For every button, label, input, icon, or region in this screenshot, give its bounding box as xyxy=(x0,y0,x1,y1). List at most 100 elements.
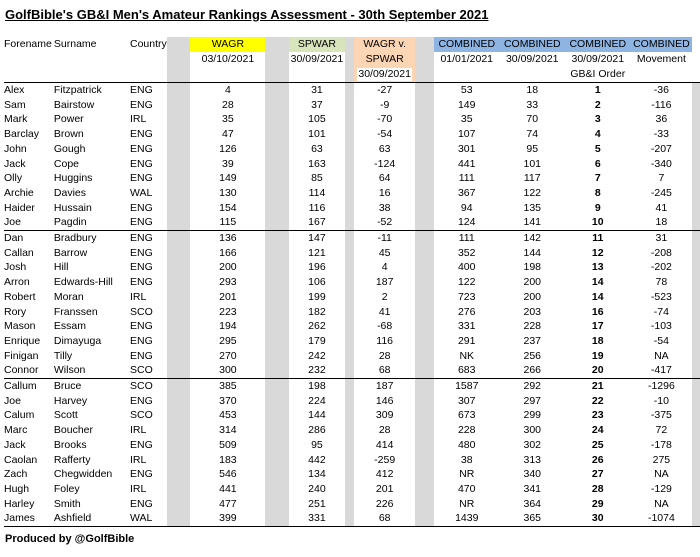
cell-country: ENG xyxy=(129,201,153,214)
column-spacer xyxy=(344,200,355,216)
cell-wagr-v-spwar: 28 xyxy=(378,349,391,362)
column-spacer xyxy=(166,481,191,497)
table-row: Barclay Brown ENG 47 101 -54 107 74 4 -33 xyxy=(4,127,700,142)
cell-country: ENG xyxy=(129,468,153,481)
cell-surname: Smith xyxy=(53,497,81,510)
cell-wagr: 293 xyxy=(219,276,237,289)
col-header-combined-sep-date: 30/09/2021 xyxy=(505,53,559,65)
column-spacer xyxy=(692,156,700,172)
cell-movement: -208 xyxy=(650,246,672,259)
cell-forename: Archie xyxy=(4,186,34,199)
cell-wagr: 35 xyxy=(222,113,234,126)
column-spacer xyxy=(166,245,191,261)
column-spacer xyxy=(265,230,290,246)
cell-wagr: 370 xyxy=(219,394,237,407)
table-row: Joe Pagdin ENG 115 167 -52 124 141 10 18 xyxy=(4,215,700,232)
column-spacer xyxy=(344,97,355,113)
column-spacer xyxy=(166,319,191,334)
cell-spwar: 331 xyxy=(289,511,345,528)
cell-combined-jan: 94 xyxy=(460,201,473,214)
cell-wagr: 47 xyxy=(222,128,234,141)
cell-country: IRL xyxy=(129,290,147,303)
cell-forename: James xyxy=(4,511,54,528)
cell-forename: Caolan xyxy=(4,453,38,466)
cell-country: ENG xyxy=(129,320,153,333)
cell-gbi-order: 25 xyxy=(591,438,604,451)
cell-forename: Marc xyxy=(4,424,28,437)
col-header-spwar-date: 30/09/2021 xyxy=(290,53,344,65)
cell-gbi-order: 28 xyxy=(591,482,604,495)
cell-surname: Tilly xyxy=(53,349,73,362)
cell-gbi-order: 14 xyxy=(591,276,604,289)
cell-combined-jan: 38 xyxy=(460,453,473,466)
cell-spwar: 31 xyxy=(311,84,323,96)
column-spacer xyxy=(692,97,700,113)
column-spacer xyxy=(692,200,700,216)
cell-spwar: 242 xyxy=(308,349,326,362)
cell-wagr: 300 xyxy=(190,363,266,380)
cell-gbi-order: 7 xyxy=(594,172,601,185)
cell-gbi-order: 20 xyxy=(565,363,631,380)
cell-gbi-order: 5 xyxy=(594,142,601,155)
column-spacer xyxy=(166,289,191,305)
col-header-wagr-date: 03/10/2021 xyxy=(201,53,255,65)
cell-surname: Power xyxy=(53,113,84,126)
cell-combined-sep: 341 xyxy=(523,482,542,495)
cell-gbi-order: 23 xyxy=(591,409,604,422)
cell-combined-sep: 70 xyxy=(526,113,539,126)
cell-combined-sep: 228 xyxy=(523,320,542,333)
cell-combined-sep: 364 xyxy=(523,497,542,510)
cell-surname: Bradbury xyxy=(53,232,97,245)
cell-wagr: 136 xyxy=(219,232,237,245)
cell-movement: -10 xyxy=(653,394,669,407)
cell-combined-sep: 256 xyxy=(523,349,542,362)
cell-wagr-v-spwar: 41 xyxy=(378,305,391,318)
cell-country: ENG xyxy=(129,128,153,141)
cell-country: ENG xyxy=(129,142,153,155)
column-spacer xyxy=(166,230,191,246)
column-spacer xyxy=(344,408,355,424)
cell-forename: Zach xyxy=(4,468,28,481)
column-spacer xyxy=(692,363,700,380)
table-row: Callan Barrow ENG 166 121 45 352 144 12 -208 xyxy=(4,245,700,261)
cell-forename: Alex xyxy=(4,84,25,96)
table-row: Calum Scott SCO 453 144 309 673 299 23 -375 xyxy=(4,408,700,424)
cell-spwar: 262 xyxy=(308,320,326,333)
column-spacer xyxy=(692,112,700,128)
column-spacer xyxy=(265,378,290,394)
cell-movement: 7 xyxy=(658,172,665,185)
column-spacer xyxy=(692,423,700,438)
cell-wagr: 441 xyxy=(219,482,237,495)
col-header-spwar: SPWAR xyxy=(289,37,345,52)
page-title: GolfBible's GB&I Men's Amateur Rankings … xyxy=(5,7,489,22)
column-spacer xyxy=(415,319,434,334)
column-spacer xyxy=(415,37,434,52)
column-spacer xyxy=(166,82,191,98)
header-row-dates: 03/10/2021 30/09/2021 SPWAR 01/01/2021 3… xyxy=(4,52,700,67)
cell-wagr-v-spwar: -259 xyxy=(374,453,396,466)
column-spacer xyxy=(415,333,434,349)
cell-wagr-v-spwar: 309 xyxy=(375,409,394,422)
column-spacer xyxy=(344,363,355,380)
cell-wagr: 4 xyxy=(224,84,231,96)
cell-wagr: 115 xyxy=(190,215,266,232)
cell-country: ENG xyxy=(129,394,153,407)
column-spacer xyxy=(166,363,191,380)
cell-combined-sep: 18 xyxy=(526,84,539,96)
column-spacer xyxy=(265,333,290,349)
column-spacer xyxy=(166,171,191,186)
column-spacer xyxy=(265,127,290,142)
cell-wagr: 166 xyxy=(219,246,237,259)
cell-combined-sep: 200 xyxy=(523,276,542,289)
cell-gbi-order: 9 xyxy=(594,201,601,214)
cell-surname: Franssen xyxy=(53,305,98,318)
cell-movement: NA xyxy=(654,349,669,362)
column-spacer xyxy=(415,511,434,528)
cell-combined-jan: 480 xyxy=(457,438,476,451)
col-header-country: Country xyxy=(129,38,167,50)
column-spacer xyxy=(166,97,191,113)
table-row: Arron Edwards-Hill ENG 293 106 187 122 200 14 78 xyxy=(4,275,700,290)
cell-wagr: 453 xyxy=(219,409,237,422)
column-spacer xyxy=(166,260,191,276)
col-header-combined-order-date: 30/09/2021 xyxy=(571,53,625,65)
